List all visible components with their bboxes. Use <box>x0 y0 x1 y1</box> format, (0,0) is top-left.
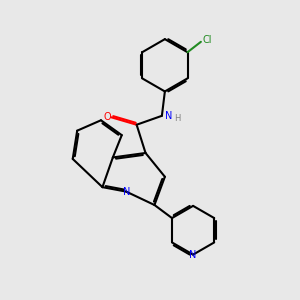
Text: N: N <box>165 111 172 121</box>
Text: N: N <box>189 250 197 260</box>
Text: H: H <box>174 114 181 123</box>
Text: N: N <box>122 187 130 196</box>
Text: Cl: Cl <box>202 35 212 45</box>
Text: O: O <box>103 112 111 122</box>
